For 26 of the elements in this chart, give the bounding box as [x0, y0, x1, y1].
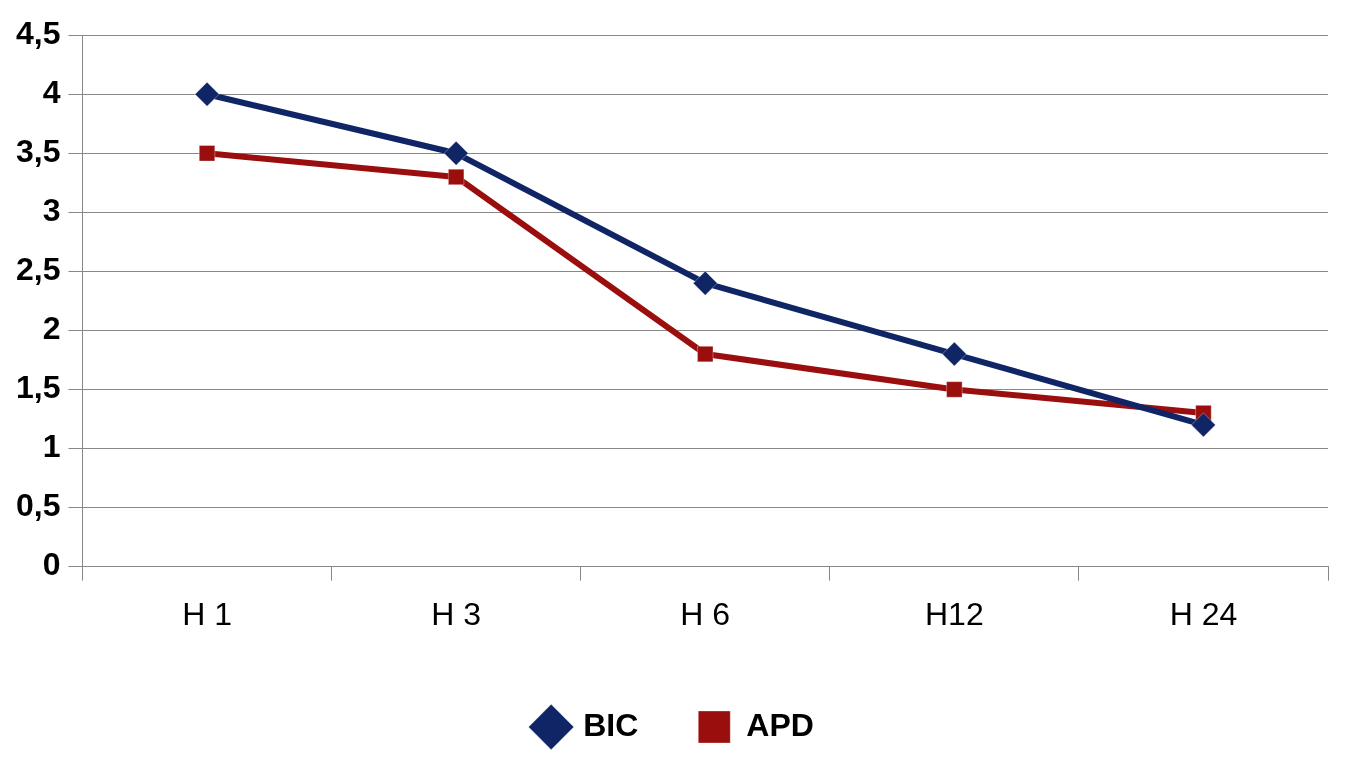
y-tick-label: 3 — [42, 192, 61, 229]
y-tick-label: 2 — [42, 310, 61, 347]
x-tick-label: H 3 — [431, 595, 482, 632]
point — [447, 168, 465, 186]
y-tick-label: 1 — [42, 428, 61, 465]
point — [198, 145, 216, 162]
y-tick-label: 2,5 — [16, 251, 61, 288]
x-tick-label: H12 — [924, 595, 984, 632]
y-tick-label: 0 — [42, 546, 61, 583]
point — [941, 341, 967, 367]
y-tick-label: 4,5 — [16, 15, 61, 52]
y-tick-label: 1,5 — [16, 369, 61, 406]
point — [946, 381, 963, 398]
legend-label: APD — [746, 706, 814, 743]
point — [1190, 412, 1216, 438]
y-tick-label: 3,5 — [16, 133, 61, 170]
point — [696, 345, 714, 363]
point — [194, 81, 220, 107]
x-tick-label: H 1 — [182, 595, 232, 632]
x-tick-label: H 24 — [1169, 595, 1238, 632]
y-tick-label: 4 — [42, 74, 61, 111]
y-tick-label: 0,5 — [16, 487, 61, 524]
point — [443, 140, 469, 166]
legend-label: BIC — [583, 706, 639, 743]
point — [692, 270, 718, 296]
x-tick-label: H 6 — [680, 595, 731, 632]
